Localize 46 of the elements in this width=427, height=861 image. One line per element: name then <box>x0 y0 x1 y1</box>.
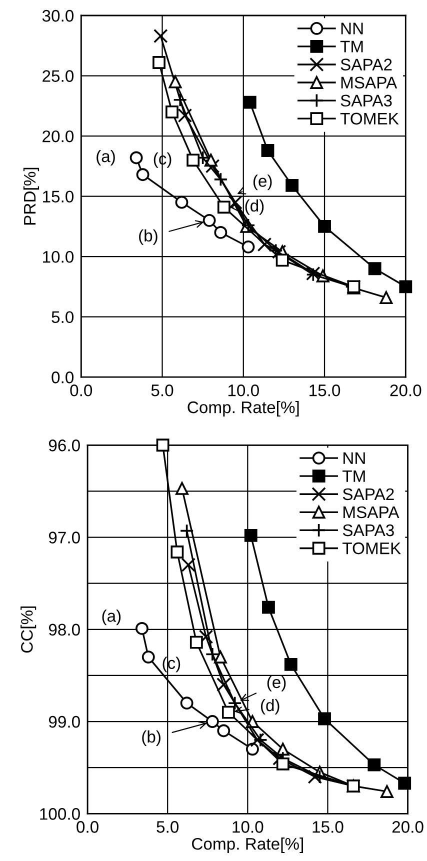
y-axis-title: PRD[%] <box>23 168 39 225</box>
annotation: (d) <box>260 698 280 715</box>
y-tick-label: 97.0 <box>48 532 80 544</box>
y-axis-title: CC[%] <box>20 606 36 653</box>
annotation: (e) <box>253 174 272 190</box>
x-tick-label: 10.0 <box>232 821 264 833</box>
y-tick-label: 30.0 <box>42 10 74 22</box>
x-axis-title: Comp. Rate[%] <box>192 838 303 854</box>
x-tick-label: 15.0 <box>312 821 344 833</box>
x-tick-label: 5.0 <box>151 384 174 396</box>
x-tick-label: 10.0 <box>228 384 259 396</box>
legend-label: SAPA3 <box>340 94 392 107</box>
y-tick-label: 15.0 <box>43 190 74 203</box>
y-tick-label: 5.0 <box>52 311 74 324</box>
x-tick-label: 15.0 <box>310 384 340 396</box>
y-tick-label: 98.0 <box>48 624 80 636</box>
annotation: (a) <box>102 610 121 626</box>
legend-label: NN <box>341 22 363 34</box>
legend-label: NN <box>344 452 365 464</box>
legend-label: TOMEK <box>342 542 401 554</box>
annotation: (e) <box>267 676 286 692</box>
annotation: (d) <box>245 199 264 215</box>
x-tick-label: 0.0 <box>70 384 92 396</box>
annotation: (b) <box>139 229 158 245</box>
y-tick-label: 0.0 <box>52 372 74 384</box>
legend-label: MSAPA <box>344 506 400 518</box>
y-tick-label: 25.0 <box>42 70 74 82</box>
legend-label: MSAPA <box>341 76 398 89</box>
x-axis-title: Comp. Rate[%] <box>188 400 299 417</box>
y-tick-label: 99.0 <box>48 716 80 728</box>
legend-label: SAPA3 <box>342 524 394 536</box>
legend-label: TOMEK <box>340 112 399 125</box>
annotation: (a) <box>96 150 115 166</box>
annotation: (b) <box>142 730 160 746</box>
x-tick-label: 20.0 <box>392 821 424 833</box>
y-tick-label: 96.0 <box>48 440 80 452</box>
legend-label: SAPA2 <box>342 488 394 500</box>
x-tick-label: 5.0 <box>156 821 179 833</box>
legend-label: SAPA2 <box>340 58 392 70</box>
y-tick-label: 10.0 <box>43 250 74 263</box>
x-tick-label: 20.0 <box>390 384 422 396</box>
legend-label: TM <box>340 40 363 52</box>
y-tick-label: 20.0 <box>42 130 74 142</box>
x-tick-label: 0.0 <box>76 821 98 833</box>
y-tick-label: 100.0 <box>40 808 80 820</box>
legend-label: TM <box>342 470 365 482</box>
